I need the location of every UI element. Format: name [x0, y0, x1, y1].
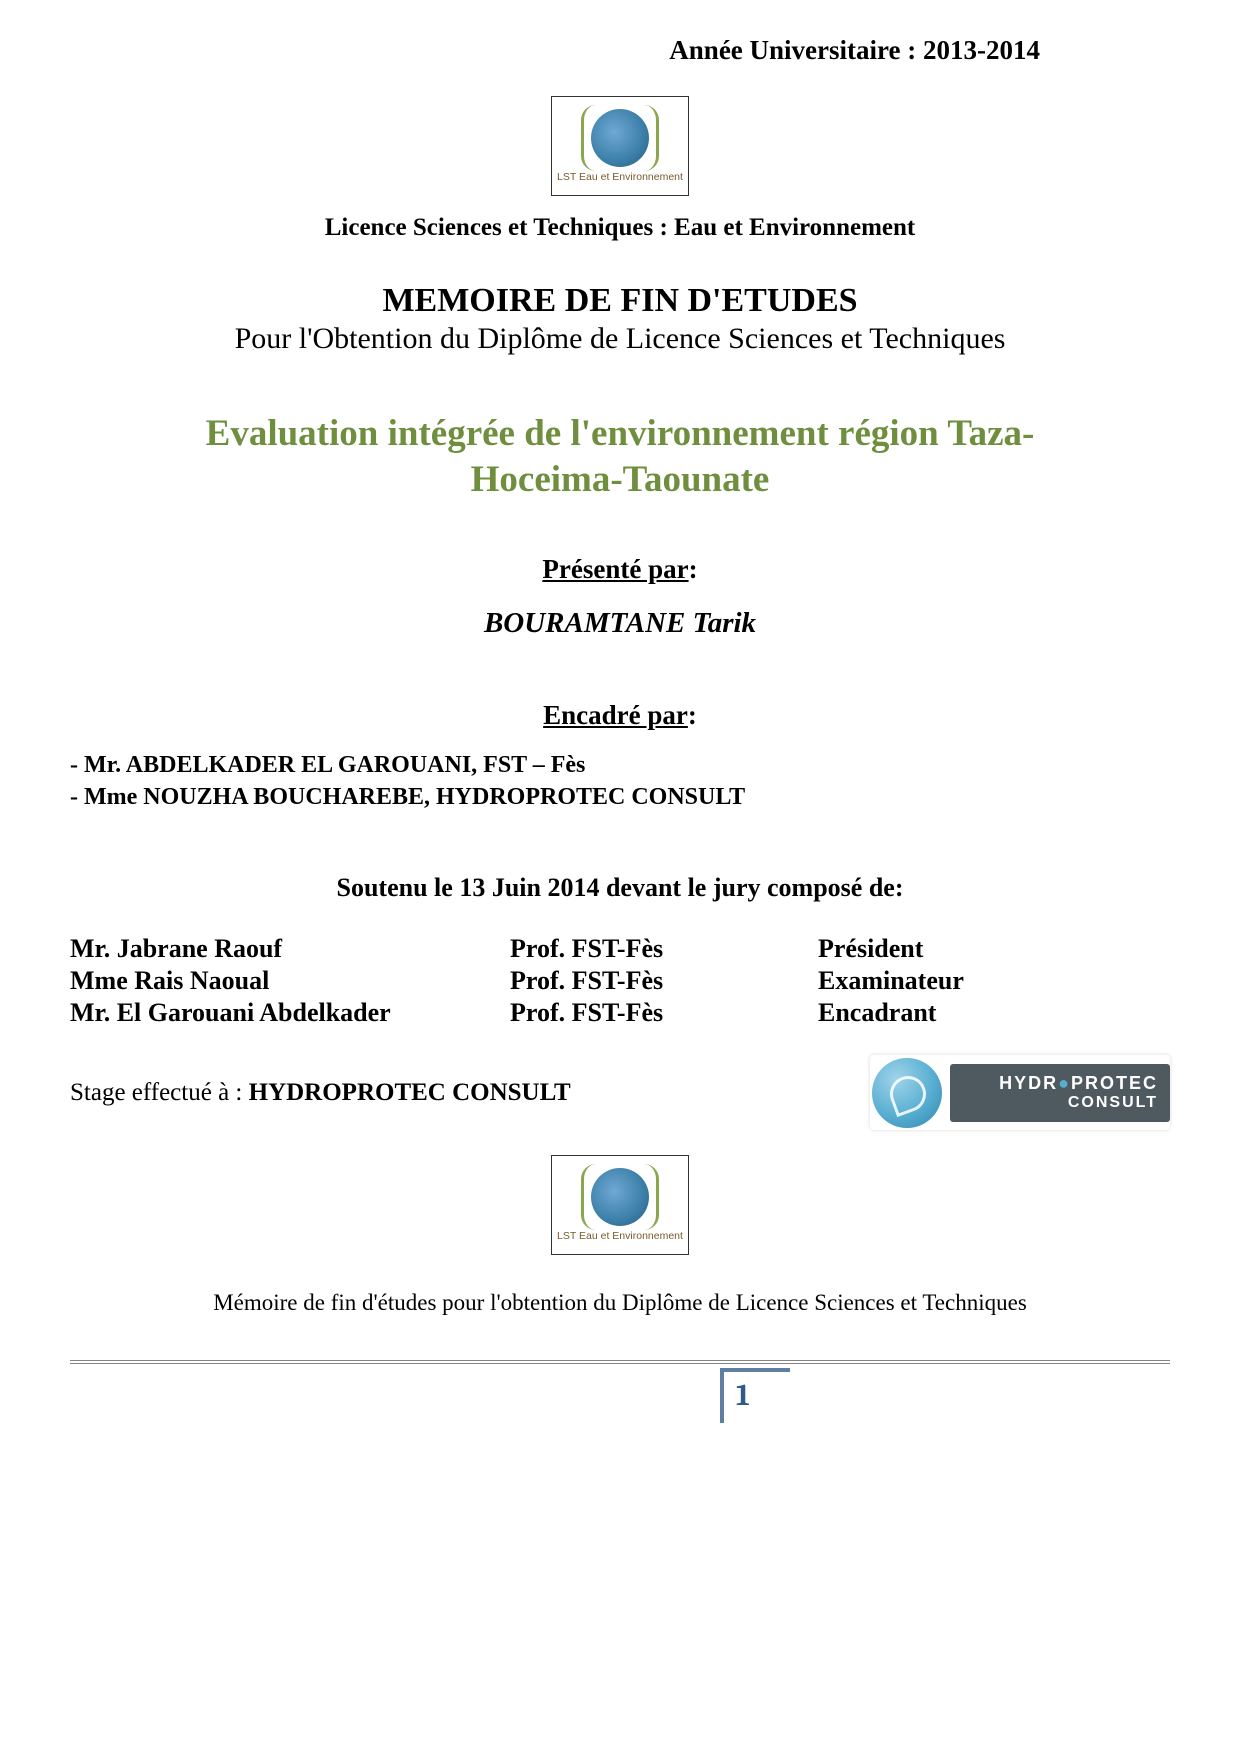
droplet-icon: ●	[1058, 1073, 1071, 1093]
globe-icon	[591, 1168, 649, 1226]
internship-text: Stage effectué à : HYDROPROTEC CONSULT	[70, 1079, 571, 1107]
internship-row: Stage effectué à : HYDROPROTEC CONSULT H…	[70, 1055, 1170, 1130]
memoire-title: MEMOIRE DE FIN D'ETUDES	[70, 282, 1170, 320]
defense-line: Soutenu le 13 Juin 2014 devant le jury c…	[70, 873, 1170, 903]
jury-name: Mr. El Garouani Abdelkader	[70, 997, 510, 1029]
jury-role: Encadrant	[818, 997, 1170, 1029]
jury-affil: Prof. FST-Fès	[510, 965, 818, 997]
thesis-title-line1: Evaluation intégrée de l'environnement r…	[206, 413, 1035, 454]
program-logo: LST Eau et Environnement	[551, 96, 689, 196]
jury-name: Mr. Jabrane Raouf	[70, 933, 510, 965]
footer-text: Mémoire de fin d'études pour l'obtention…	[70, 1290, 1170, 1316]
footer-rule	[70, 1360, 1170, 1364]
jury-name: Mme Rais Naoual	[70, 965, 510, 997]
page-number: 1	[736, 1378, 750, 1413]
academic-year: Année Universitaire : 2013-2014	[70, 35, 1170, 66]
licence-line: Licence Sciences et Techniques : Eau et …	[70, 214, 1170, 242]
memoire-subtitle: Pour l'Obtention du Diplôme de Licence S…	[70, 322, 1170, 356]
jury-affil: Prof. FST-Fès	[510, 933, 818, 965]
thesis-title: Evaluation intégrée de l'environnement r…	[70, 411, 1170, 504]
supervised-by-heading: Encadré par:	[70, 700, 1170, 731]
jury-affil: Prof. FST-Fès	[510, 997, 818, 1029]
page-number-box: 1	[720, 1368, 790, 1423]
presented-by-heading: Présenté par:	[70, 554, 1170, 585]
program-logo-caption: LST Eau et Environnement	[557, 1230, 683, 1242]
hydroprotec-logo: HYDR●PROTEC CONSULT	[870, 1055, 1170, 1130]
program-logo-caption: LST Eau et Environnement	[557, 171, 683, 183]
jury-row: Mme Rais Naoual Prof. FST-Fès Examinateu…	[70, 965, 1170, 997]
jury-table: Mr. Jabrane Raouf Prof. FST-Fès Présiden…	[70, 933, 1170, 1029]
hydroprotec-text: HYDR●PROTEC CONSULT	[950, 1064, 1170, 1122]
thesis-title-line2: Hoceima-Taounate	[471, 459, 770, 500]
program-logo-bottom: LST Eau et Environnement	[551, 1155, 689, 1255]
author-name: BOURAMTANE Tarik	[70, 607, 1170, 640]
jury-role: Président	[818, 933, 1170, 965]
internship-value: HYDROPROTEC CONSULT	[249, 1079, 571, 1106]
globe-icon	[591, 109, 649, 167]
supervisors-list: - Mr. ABDELKADER EL GAROUANI, FST – Fès …	[70, 749, 1170, 814]
jury-row: Mr. Jabrane Raouf Prof. FST-Fès Présiden…	[70, 933, 1170, 965]
jury-row: Mr. El Garouani Abdelkader Prof. FST-Fès…	[70, 997, 1170, 1029]
jury-role: Examinateur	[818, 965, 1170, 997]
supervisor-line: - Mr. ABDELKADER EL GAROUANI, FST – Fès	[70, 749, 1170, 781]
hydroprotec-globe-icon	[872, 1058, 942, 1128]
internship-label: Stage effectué à :	[70, 1079, 249, 1106]
supervisor-line: - Mme NOUZHA BOUCHAREBE, HYDROPROTEC CON…	[70, 781, 1170, 813]
